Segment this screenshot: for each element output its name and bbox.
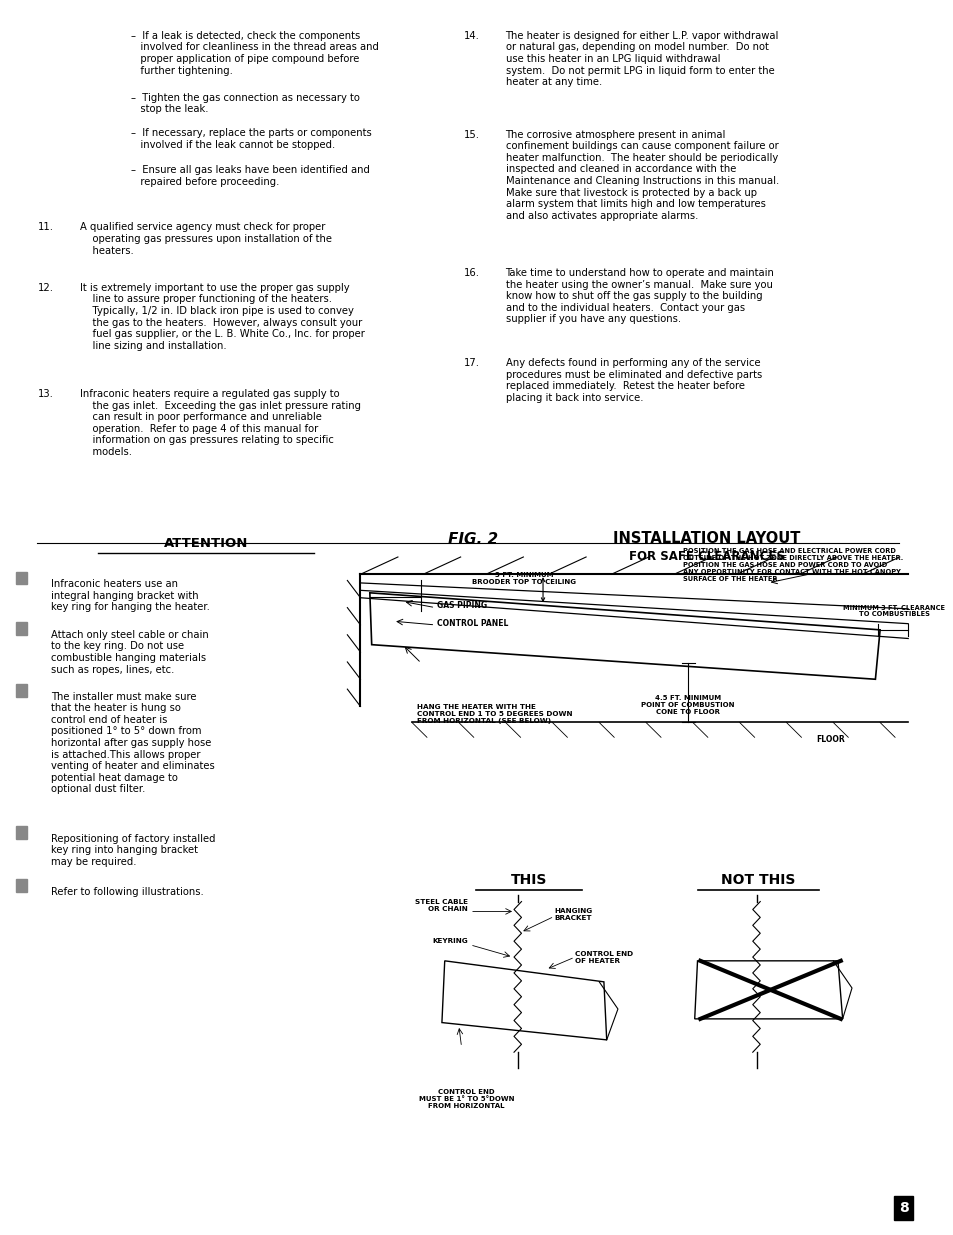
Bar	[16, 684, 27, 697]
Text: POSITION THE GAS HOSE AND ELECTRICAL POWER CORD
OUTSIDE OF THE HOT ZONE DIRECTLY: POSITION THE GAS HOSE AND ELECTRICAL POW…	[682, 548, 902, 583]
Text: Attach only steel cable or chain
to the key ring. Do not use
combustible hanging: Attach only steel cable or chain to the …	[51, 630, 209, 674]
Text: Refer to following illustrations.: Refer to following illustrations.	[51, 887, 204, 897]
Text: THIS: THIS	[510, 873, 547, 887]
Text: The installer must make sure
that the heater is hung so
control end of heater is: The installer must make sure that the he…	[51, 692, 215, 794]
Bar	[16, 826, 27, 839]
Text: –  Tighten the gas connection as necessary to
   stop the leak.: – Tighten the gas connection as necessar…	[131, 93, 359, 114]
Text: 11.: 11.	[37, 222, 53, 232]
Text: 17.: 17.	[463, 358, 479, 368]
Text: FOR SAFE CLEARANCES: FOR SAFE CLEARANCES	[628, 550, 784, 563]
Bar	[16, 572, 27, 584]
Text: NOT THIS: NOT THIS	[720, 873, 795, 887]
Text: Repositioning of factory installed
key ring into hanging bracket
may be required: Repositioning of factory installed key r…	[51, 834, 215, 867]
Text: Any defects found in performing any of the service
procedures must be eliminated: Any defects found in performing any of t…	[505, 358, 761, 403]
Bar	[16, 622, 27, 635]
Text: A qualified service agency must check for proper
    operating gas pressures upo: A qualified service agency must check fo…	[79, 222, 332, 256]
Text: 13.: 13.	[37, 389, 53, 399]
Text: CONTROL PANEL: CONTROL PANEL	[436, 619, 508, 629]
Text: The corrosive atmosphere present in animal
confinement buildings can cause compo: The corrosive atmosphere present in anim…	[505, 130, 778, 221]
Text: Take time to understand how to operate and maintain
the heater using the owner’s: Take time to understand how to operate a…	[505, 268, 774, 325]
Text: –  If a leak is detected, check the components
   involved for cleanliness in th: – If a leak is detected, check the compo…	[131, 31, 378, 75]
Text: 15.: 15.	[463, 130, 479, 140]
Text: It is extremely important to use the proper gas supply
    line to assure proper: It is extremely important to use the pro…	[79, 283, 364, 351]
Text: HANG THE HEATER WITH THE
CONTROL END 1 TO 5 DEGREES DOWN
FROM HORIZONTAL (SEE BE: HANG THE HEATER WITH THE CONTROL END 1 T…	[416, 704, 572, 724]
Text: 14.: 14.	[463, 31, 478, 41]
Text: 4.5 FT. MINIMUM
POINT OF COMBUSTION
CONE TO FLOOR: 4.5 FT. MINIMUM POINT OF COMBUSTION CONE…	[640, 695, 734, 715]
Text: CONTROL END
OF HEATER: CONTROL END OF HEATER	[575, 951, 633, 965]
Text: 8: 8	[898, 1200, 907, 1215]
Text: CONTROL END
MUST BE 1° TO 5°DOWN
FROM HORIZONTAL: CONTROL END MUST BE 1° TO 5°DOWN FROM HO…	[418, 1089, 514, 1109]
Text: ATTENTION: ATTENTION	[164, 536, 248, 550]
Text: KEYRING: KEYRING	[432, 939, 468, 944]
Text: GAS PIPING: GAS PIPING	[436, 600, 487, 610]
Text: 3 FT. MINIMUM
BROODER TOP TO CEILING: 3 FT. MINIMUM BROODER TOP TO CEILING	[472, 572, 576, 585]
Text: The heater is designed for either L.P. vapor withdrawal
or natural gas, dependin: The heater is designed for either L.P. v…	[505, 31, 779, 88]
Text: –  If necessary, replace the parts or components
   involved if the leak cannot : – If necessary, replace the parts or com…	[131, 128, 372, 149]
Bar	[16, 879, 27, 892]
Text: FLOOR: FLOOR	[816, 735, 844, 745]
Text: 16.: 16.	[463, 268, 479, 278]
Text: MINIMUM 3 FT. CLEARANCE
TO COMBUSTIBLES: MINIMUM 3 FT. CLEARANCE TO COMBUSTIBLES	[842, 604, 944, 618]
Text: INSTALLATION LAYOUT: INSTALLATION LAYOUT	[613, 531, 800, 546]
Text: STEEL CABLE
OR CHAIN: STEEL CABLE OR CHAIN	[415, 899, 468, 913]
Text: 12.: 12.	[37, 283, 53, 293]
Text: FIG. 2: FIG. 2	[447, 532, 497, 547]
Text: Infraconic heaters use an
integral hanging bracket with
key ring for hanging the: Infraconic heaters use an integral hangi…	[51, 579, 211, 613]
Text: –  Ensure all gas leaks have been identified and
   repaired before proceeding.: – Ensure all gas leaks have been identif…	[131, 165, 370, 186]
Text: Infraconic heaters require a regulated gas supply to
    the gas inlet.  Exceedi: Infraconic heaters require a regulated g…	[79, 389, 360, 457]
Text: HANGING
BRACKET: HANGING BRACKET	[554, 908, 592, 921]
